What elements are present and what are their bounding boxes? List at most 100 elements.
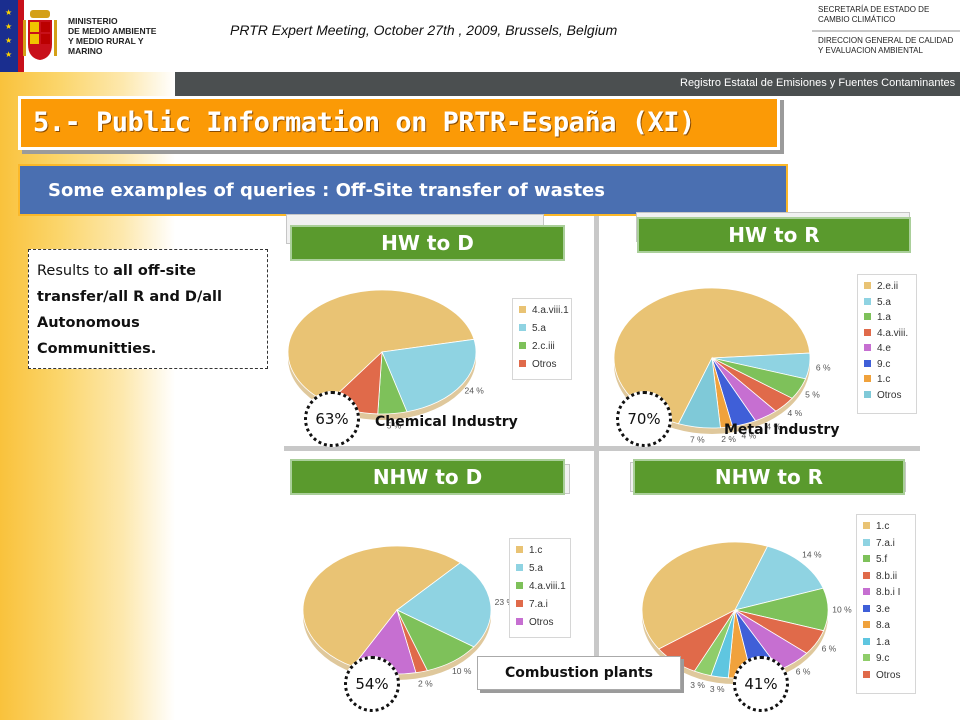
legend-swatch <box>516 564 523 571</box>
pie-pct-label-nhw-d-3: 2 % <box>418 678 433 688</box>
legend-row: 4.a.viii.1 <box>519 305 569 316</box>
pie-slice-hw-d-1 <box>381 338 477 413</box>
legend-row: 4.a.viii.1 <box>516 581 566 592</box>
legend-label: Otros <box>876 669 901 681</box>
legend-row: 2.e.ii <box>864 281 898 292</box>
legend-row: 1.c <box>864 374 890 385</box>
pie-slice-nhw-d-0 <box>302 545 462 667</box>
pie-slice-nhw-r-2 <box>734 587 829 632</box>
legend-swatch <box>864 375 871 382</box>
legend-row: 1.c <box>863 521 889 532</box>
industry-label-metal: Metal Industry <box>724 422 840 438</box>
legend-row: Otros <box>516 617 553 628</box>
legend-swatch <box>864 359 871 367</box>
legend-swatch <box>516 546 523 553</box>
pie-pct-label-hw-r-3: 4 % <box>788 408 803 418</box>
legend-swatch <box>863 588 870 595</box>
legend-label: 1.a <box>877 312 891 323</box>
registry-bar <box>175 72 960 96</box>
coat-of-arms-icon <box>23 10 57 60</box>
nhw-to-d-button[interactable]: NHW to D <box>290 459 565 495</box>
percent-circle-nhw-r: 41% <box>733 656 789 712</box>
page-title: 5.- Public Information on PRTR-España (X… <box>33 107 695 138</box>
legend-row: 8.b.ii <box>863 571 897 582</box>
legend-label: 4.a.viii. <box>877 327 909 339</box>
legend-label: Otros <box>877 389 902 401</box>
legend-nhw-d: 1.c 5.a 4.a.viii.1 7.a.i Otros <box>509 538 571 638</box>
legend-row: Otros <box>519 359 556 370</box>
legend-swatch <box>519 306 526 313</box>
legend-label: 8.a <box>876 620 890 631</box>
pie-slice-nhw-r-8 <box>693 609 736 677</box>
legend-label: 3.e <box>876 603 890 615</box>
org-direccion: DIRECCION GENERAL DE CALIDAD Y EVALUACIO… <box>818 36 954 55</box>
pie-pct-label-nhw-r-3: 6 % <box>822 643 837 653</box>
legend-swatch <box>863 654 870 661</box>
legend-hw-d: 4.a.viii.1 5.a 2.c.iii Otros <box>512 298 572 380</box>
hw-to-d-button[interactable]: HW to D <box>290 225 565 261</box>
registry-name: Registro Estatal de Emisiones y Fuentes … <box>680 77 956 89</box>
note-prefix: Results to <box>37 263 114 279</box>
hw-to-r-button[interactable]: HW to R <box>637 217 911 253</box>
legend-row: 7.a.i <box>863 538 895 549</box>
pie-slice-hw-r-6 <box>711 357 734 429</box>
horizontal-divider <box>284 446 920 451</box>
legend-label: Otros <box>532 359 557 370</box>
eu-flag-icon: ★ ★ ★ ★ <box>0 0 18 72</box>
pie-pct-label-hw-d-1: 24 % <box>464 386 484 396</box>
title-banner: 5.- Public Information on PRTR-España (X… <box>18 96 780 150</box>
pie-pct-label-nhw-r-7: 3 % <box>710 684 725 694</box>
legend-row: 2.c.iii <box>519 341 555 352</box>
industry-label-chemical: Chemical Industry <box>375 414 518 430</box>
legend-swatch <box>863 538 870 546</box>
legend-swatch <box>864 390 871 398</box>
legend-row: 4.e <box>864 343 891 354</box>
legend-swatch <box>864 344 871 351</box>
legend-label: 7.a.i <box>529 599 548 610</box>
legend-swatch <box>519 324 526 331</box>
pie-pct-label-nhw-r-1: 14 % <box>802 549 822 559</box>
legend-label: 1.c <box>876 521 890 532</box>
legend-label: 2.e.ii <box>877 281 899 292</box>
legend-label: 1.c <box>877 374 891 385</box>
spain-flag-stripe <box>18 0 24 72</box>
legend-swatch <box>516 600 523 607</box>
combustion-plants-label: Combustion plants <box>477 656 681 690</box>
legend-swatch <box>863 571 870 579</box>
legend-label: 5.a <box>529 563 543 574</box>
percent-circle-hw-d: 63% <box>304 391 360 447</box>
pie-slice-hw-r-1 <box>711 352 811 380</box>
pie-slice-hw-d-2 <box>377 351 408 415</box>
legend-label: Otros <box>529 617 554 628</box>
legend-swatch <box>863 670 870 678</box>
legend-swatch <box>864 313 871 320</box>
legend-row: 5.f <box>863 554 887 565</box>
legend-label: 2.c.iii <box>532 341 555 352</box>
legend-hw-r: 2.e.ii 5.a 1.a 4.a.viii. 4.e 9.c 1.c Otros <box>857 274 917 414</box>
legend-row: Otros <box>863 670 900 681</box>
legend-label: 5.a <box>532 323 546 334</box>
legend-swatch <box>864 328 871 336</box>
pie-pct-label-hw-r-7: 7 % <box>690 434 705 444</box>
pie-slice-hw-r-4 <box>711 357 777 422</box>
pie-pct-label-nhw-r-4: 6 % <box>796 667 811 677</box>
legend-row: 7.a.i <box>516 599 548 610</box>
legend-label: 8.b.i I <box>876 587 901 598</box>
legend-row: 3.e <box>863 604 890 615</box>
legend-swatch <box>516 582 523 589</box>
legend-swatch <box>863 555 870 562</box>
legend-label: 4.e <box>877 343 891 354</box>
legend-swatch <box>863 522 870 529</box>
legend-swatch <box>864 297 871 305</box>
pie-pct-label-nhw-d-2: 10 % <box>452 666 472 676</box>
pie-pct-label-hw-r-2: 5 % <box>805 389 820 399</box>
vertical-divider <box>594 216 599 656</box>
percent-circle-hw-r: 70% <box>616 391 672 447</box>
legend-row: 8.b.i I <box>863 587 900 598</box>
legend-row: 4.a.viii. <box>864 328 908 339</box>
event-title: PRTR Expert Meeting, October 27th , 2009… <box>230 22 618 38</box>
legend-row: 9.c <box>863 653 889 664</box>
pie-slice-nhw-r-3 <box>734 609 825 654</box>
nhw-to-r-button[interactable]: NHW to R <box>633 459 905 495</box>
legend-label: 4.a.viii.1 <box>529 581 566 592</box>
